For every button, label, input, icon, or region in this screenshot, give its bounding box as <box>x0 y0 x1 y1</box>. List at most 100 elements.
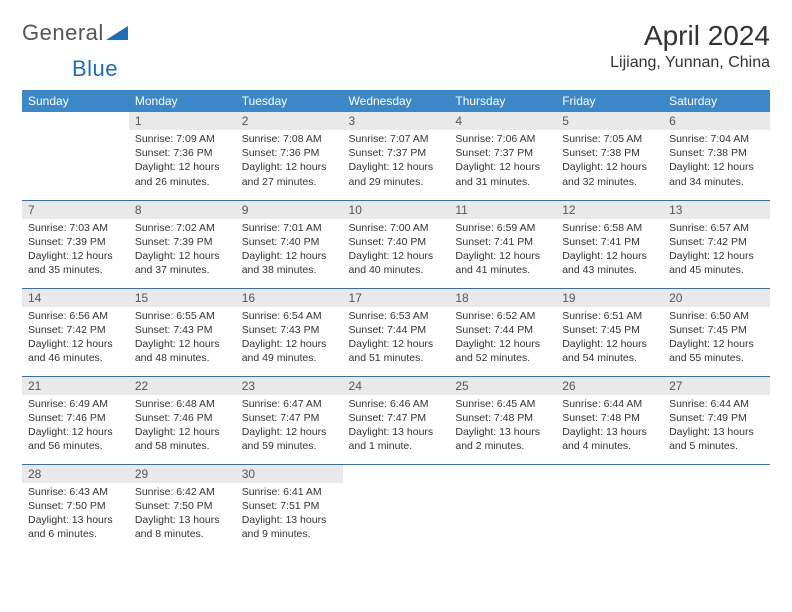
calendar-cell: 7Sunrise: 7:03 AMSunset: 7:39 PMDaylight… <box>22 200 129 288</box>
sunset-line: Sunset: 7:48 PM <box>562 411 657 425</box>
sunset-line: Sunset: 7:40 PM <box>349 235 444 249</box>
calendar-cell: 23Sunrise: 6:47 AMSunset: 7:47 PMDayligh… <box>236 376 343 464</box>
calendar-cell: 1Sunrise: 7:09 AMSunset: 7:36 PMDaylight… <box>129 112 236 200</box>
sunset-line: Sunset: 7:51 PM <box>242 499 337 513</box>
day-details: Sunrise: 6:50 AMSunset: 7:45 PMDaylight:… <box>663 307 770 370</box>
sunrise-line: Sunrise: 6:41 AM <box>242 485 337 499</box>
daylight-line: Daylight: 12 hours and 32 minutes. <box>562 160 657 188</box>
calendar-cell: 20Sunrise: 6:50 AMSunset: 7:45 PMDayligh… <box>663 288 770 376</box>
calendar-week-row: 14Sunrise: 6:56 AMSunset: 7:42 PMDayligh… <box>22 288 770 376</box>
day-number: 1 <box>129 112 236 130</box>
calendar-cell: 4Sunrise: 7:06 AMSunset: 7:37 PMDaylight… <box>449 112 556 200</box>
sunrise-line: Sunrise: 7:09 AM <box>135 132 230 146</box>
day-number: 20 <box>663 289 770 307</box>
calendar-cell: 25Sunrise: 6:45 AMSunset: 7:48 PMDayligh… <box>449 376 556 464</box>
calendar-cell <box>663 464 770 552</box>
sunrise-line: Sunrise: 7:01 AM <box>242 221 337 235</box>
sunset-line: Sunset: 7:49 PM <box>669 411 764 425</box>
day-details: Sunrise: 6:45 AMSunset: 7:48 PMDaylight:… <box>449 395 556 458</box>
sunset-line: Sunset: 7:39 PM <box>28 235 123 249</box>
day-number: 9 <box>236 201 343 219</box>
daylight-line: Daylight: 13 hours and 1 minute. <box>349 425 444 453</box>
sunset-line: Sunset: 7:42 PM <box>669 235 764 249</box>
sunset-line: Sunset: 7:45 PM <box>669 323 764 337</box>
weekday-header: Saturday <box>663 90 770 112</box>
day-number: 7 <box>22 201 129 219</box>
daylight-line: Daylight: 12 hours and 48 minutes. <box>135 337 230 365</box>
sunrise-line: Sunrise: 6:48 AM <box>135 397 230 411</box>
calendar-cell: 21Sunrise: 6:49 AMSunset: 7:46 PMDayligh… <box>22 376 129 464</box>
calendar-cell: 11Sunrise: 6:59 AMSunset: 7:41 PMDayligh… <box>449 200 556 288</box>
sunset-line: Sunset: 7:41 PM <box>562 235 657 249</box>
calendar-cell: 5Sunrise: 7:05 AMSunset: 7:38 PMDaylight… <box>556 112 663 200</box>
calendar-cell: 3Sunrise: 7:07 AMSunset: 7:37 PMDaylight… <box>343 112 450 200</box>
sunset-line: Sunset: 7:43 PM <box>242 323 337 337</box>
day-details: Sunrise: 6:48 AMSunset: 7:46 PMDaylight:… <box>129 395 236 458</box>
day-details: Sunrise: 6:47 AMSunset: 7:47 PMDaylight:… <box>236 395 343 458</box>
logo-text: General <box>22 20 128 46</box>
calendar-cell: 17Sunrise: 6:53 AMSunset: 7:44 PMDayligh… <box>343 288 450 376</box>
sunrise-line: Sunrise: 7:07 AM <box>349 132 444 146</box>
day-number: 12 <box>556 201 663 219</box>
weekday-header: Friday <box>556 90 663 112</box>
day-number: 14 <box>22 289 129 307</box>
calendar-cell: 12Sunrise: 6:58 AMSunset: 7:41 PMDayligh… <box>556 200 663 288</box>
sunrise-line: Sunrise: 7:05 AM <box>562 132 657 146</box>
daylight-line: Daylight: 12 hours and 41 minutes. <box>455 249 550 277</box>
day-number: 25 <box>449 377 556 395</box>
sunrise-line: Sunrise: 6:43 AM <box>28 485 123 499</box>
calendar-cell: 26Sunrise: 6:44 AMSunset: 7:48 PMDayligh… <box>556 376 663 464</box>
day-details: Sunrise: 7:08 AMSunset: 7:36 PMDaylight:… <box>236 130 343 193</box>
daylight-line: Daylight: 12 hours and 51 minutes. <box>349 337 444 365</box>
daylight-line: Daylight: 12 hours and 29 minutes. <box>349 160 444 188</box>
calendar-cell: 8Sunrise: 7:02 AMSunset: 7:39 PMDaylight… <box>129 200 236 288</box>
sunrise-line: Sunrise: 6:59 AM <box>455 221 550 235</box>
sunrise-line: Sunrise: 7:00 AM <box>349 221 444 235</box>
sunrise-line: Sunrise: 6:49 AM <box>28 397 123 411</box>
calendar-cell <box>556 464 663 552</box>
sunset-line: Sunset: 7:40 PM <box>242 235 337 249</box>
title-block: April 2024 Lijiang, Yunnan, China <box>610 20 770 72</box>
calendar-week-row: 28Sunrise: 6:43 AMSunset: 7:50 PMDayligh… <box>22 464 770 552</box>
daylight-line: Daylight: 12 hours and 54 minutes. <box>562 337 657 365</box>
calendar-cell: 6Sunrise: 7:04 AMSunset: 7:38 PMDaylight… <box>663 112 770 200</box>
daylight-line: Daylight: 13 hours and 2 minutes. <box>455 425 550 453</box>
day-details: Sunrise: 6:43 AMSunset: 7:50 PMDaylight:… <box>22 483 129 546</box>
sunset-line: Sunset: 7:38 PM <box>669 146 764 160</box>
weekday-header-row: SundayMondayTuesdayWednesdayThursdayFrid… <box>22 90 770 112</box>
day-details: Sunrise: 6:52 AMSunset: 7:44 PMDaylight:… <box>449 307 556 370</box>
day-number: 24 <box>343 377 450 395</box>
daylight-line: Daylight: 12 hours and 38 minutes. <box>242 249 337 277</box>
day-number: 28 <box>22 465 129 483</box>
sunset-line: Sunset: 7:43 PM <box>135 323 230 337</box>
day-details: Sunrise: 6:41 AMSunset: 7:51 PMDaylight:… <box>236 483 343 546</box>
day-details: Sunrise: 6:54 AMSunset: 7:43 PMDaylight:… <box>236 307 343 370</box>
day-number: 4 <box>449 112 556 130</box>
sunrise-line: Sunrise: 7:02 AM <box>135 221 230 235</box>
weekday-header: Monday <box>129 90 236 112</box>
sunset-line: Sunset: 7:38 PM <box>562 146 657 160</box>
logo-word-2: Blue <box>72 56 118 82</box>
calendar-cell: 29Sunrise: 6:42 AMSunset: 7:50 PMDayligh… <box>129 464 236 552</box>
day-details: Sunrise: 6:53 AMSunset: 7:44 PMDaylight:… <box>343 307 450 370</box>
calendar-cell: 16Sunrise: 6:54 AMSunset: 7:43 PMDayligh… <box>236 288 343 376</box>
day-number: 11 <box>449 201 556 219</box>
day-number: 15 <box>129 289 236 307</box>
calendar-cell: 2Sunrise: 7:08 AMSunset: 7:36 PMDaylight… <box>236 112 343 200</box>
sunset-line: Sunset: 7:37 PM <box>349 146 444 160</box>
calendar-cell: 30Sunrise: 6:41 AMSunset: 7:51 PMDayligh… <box>236 464 343 552</box>
page-title: April 2024 <box>610 20 770 52</box>
calendar-table: SundayMondayTuesdayWednesdayThursdayFrid… <box>22 90 770 552</box>
calendar-cell <box>449 464 556 552</box>
sunrise-line: Sunrise: 6:54 AM <box>242 309 337 323</box>
sunrise-line: Sunrise: 7:06 AM <box>455 132 550 146</box>
day-details: Sunrise: 7:03 AMSunset: 7:39 PMDaylight:… <box>22 219 129 282</box>
sunrise-line: Sunrise: 6:52 AM <box>455 309 550 323</box>
daylight-line: Daylight: 12 hours and 45 minutes. <box>669 249 764 277</box>
calendar-cell: 24Sunrise: 6:46 AMSunset: 7:47 PMDayligh… <box>343 376 450 464</box>
daylight-line: Daylight: 13 hours and 8 minutes. <box>135 513 230 541</box>
sunrise-line: Sunrise: 7:04 AM <box>669 132 764 146</box>
sunset-line: Sunset: 7:45 PM <box>562 323 657 337</box>
sunrise-line: Sunrise: 7:03 AM <box>28 221 123 235</box>
day-number: 26 <box>556 377 663 395</box>
